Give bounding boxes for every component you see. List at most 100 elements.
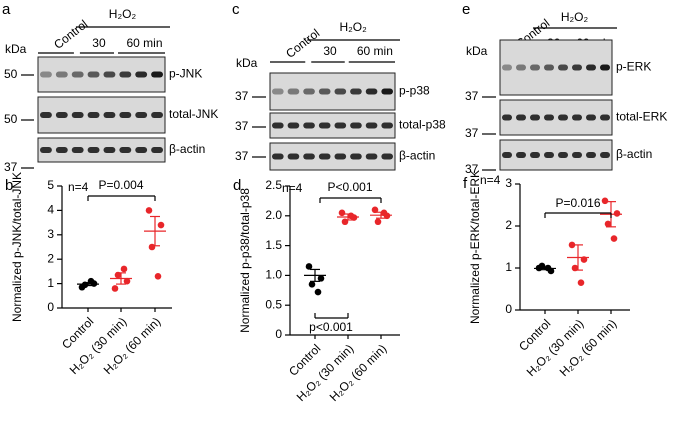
annotation: p<0.001 [309, 320, 353, 334]
y-tick-label: 0 [47, 300, 54, 314]
band [600, 152, 610, 158]
band [272, 88, 284, 95]
band [151, 71, 163, 78]
marker-label: 37 [235, 149, 249, 163]
band-label: β-actin [616, 147, 652, 161]
marker-label: 50 [4, 67, 18, 81]
data-point [568, 241, 576, 249]
band [350, 88, 362, 95]
panel-letter: a [2, 1, 11, 18]
data-point [157, 221, 165, 229]
time-label: 30 [323, 44, 337, 58]
annotation: P=0.016 [555, 196, 600, 210]
band [516, 114, 526, 121]
band [600, 114, 610, 121]
band [318, 153, 331, 160]
data-point [371, 206, 379, 214]
band [287, 122, 300, 129]
annotation: n=4 [480, 173, 501, 187]
y-tick-label: 5 [47, 178, 54, 192]
control-label: Control [51, 17, 90, 52]
y-tick-label: 1 [505, 260, 512, 274]
band [544, 152, 554, 158]
band [558, 152, 568, 158]
y-tick-label: 2.0 [265, 208, 282, 222]
data-point [87, 277, 95, 285]
band [365, 122, 378, 129]
band [272, 153, 284, 160]
data-point [145, 207, 153, 214]
band [55, 112, 68, 118]
y-tick-label: 0.5 [265, 297, 282, 311]
band [516, 64, 526, 71]
data-point [308, 281, 316, 288]
band [151, 147, 163, 153]
band-label: p-ERK [616, 60, 651, 74]
time-label: 60 min [357, 44, 393, 58]
band [558, 64, 568, 71]
band [40, 147, 52, 153]
band [318, 122, 331, 129]
band [71, 71, 84, 78]
band [151, 112, 163, 118]
band [502, 64, 512, 71]
treatment-label: H₂O₂ [109, 7, 137, 21]
marker-label: 37 [465, 162, 479, 176]
panel-letter: f [463, 175, 468, 192]
y-tick-label: 1.0 [265, 268, 282, 282]
band [600, 64, 610, 71]
band [318, 88, 331, 95]
data-point [317, 275, 325, 282]
band [502, 114, 512, 121]
y-tick-label: 4 [47, 203, 54, 217]
band [350, 122, 362, 129]
marker-label: 37 [465, 89, 479, 103]
annotation: n=4 [68, 180, 89, 194]
data-point [305, 263, 313, 270]
band [103, 112, 116, 118]
band-label: p-JNK [169, 67, 202, 81]
band [119, 71, 132, 78]
band-label: total-ERK [616, 110, 667, 124]
treatment-label: H₂O₂ [339, 20, 367, 34]
y-tick-label: 1 [47, 276, 54, 290]
band [334, 153, 347, 160]
treatment-label: H₂O₂ [561, 10, 589, 24]
y-tick-label: 0 [505, 302, 512, 316]
band [572, 152, 582, 158]
band [572, 114, 582, 121]
data-point [148, 243, 156, 251]
data-point [577, 279, 585, 287]
annotation: P<0.001 [327, 180, 372, 194]
band [586, 114, 596, 121]
band [530, 64, 540, 71]
control-label: Control [283, 26, 322, 61]
annotation: n=4 [282, 181, 303, 195]
data-point [123, 277, 131, 285]
band [40, 112, 52, 118]
annotation: P=0.004 [98, 178, 143, 192]
band [303, 153, 315, 160]
band [544, 114, 554, 121]
band [303, 122, 315, 129]
band-label: total-p38 [399, 118, 446, 132]
y-tick-label: 3 [505, 176, 512, 190]
y-tick-label: 0 [275, 327, 282, 341]
data-point [338, 209, 346, 217]
band [572, 64, 582, 71]
time-label: 30 [92, 36, 106, 50]
band [530, 152, 540, 158]
y-tick-label: 2 [47, 251, 54, 265]
time-label: 60 min [126, 36, 162, 50]
y-axis-label: Normalized p-ERK/total-ERK [468, 170, 482, 324]
band [502, 152, 512, 158]
unit-label: kDa [5, 42, 27, 56]
band [287, 88, 300, 95]
band [381, 153, 393, 160]
data-point [314, 288, 322, 296]
band [119, 112, 132, 118]
band [103, 147, 116, 153]
unit-label: kDa [236, 56, 258, 70]
band [87, 71, 100, 78]
